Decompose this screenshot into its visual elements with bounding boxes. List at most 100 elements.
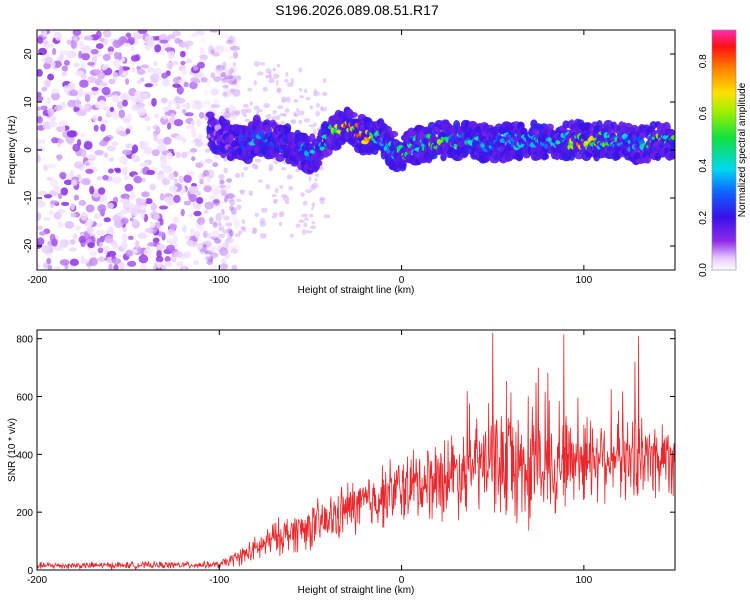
noise-blob (175, 151, 181, 159)
noise-blob (206, 259, 214, 265)
noise-blob (215, 212, 222, 222)
noise-blob (191, 103, 199, 109)
noise-blob (143, 146, 153, 155)
noise-blob (226, 79, 233, 83)
y-tick-label: 10 (23, 96, 34, 108)
noise-blob (119, 198, 129, 204)
noise-blob (91, 86, 99, 91)
colorbar: 0.0 0.2 0.4 0.6 0.8 Normalized spectral ampl… (698, 29, 748, 277)
noise-blob (181, 266, 187, 270)
noise-blob (41, 139, 46, 144)
noise-blob (159, 218, 164, 226)
noise-blob (277, 105, 284, 110)
colorbar-ticks: 0.0 0.2 0.4 0.6 0.8 (698, 54, 709, 277)
noise-blob (284, 200, 290, 205)
noise-blob (49, 115, 57, 122)
noise-blob (196, 242, 206, 252)
noise-blob (216, 46, 226, 55)
noise-blob (81, 52, 91, 61)
noise-blob (248, 190, 253, 197)
noise-blob (86, 226, 94, 235)
noise-blob (108, 263, 113, 270)
noise-blob (211, 229, 220, 238)
noise-blob (162, 115, 168, 120)
noise-blob (37, 237, 45, 246)
ridge-cell (283, 123, 292, 133)
noise-blob (112, 242, 119, 250)
noise-blob (308, 124, 316, 128)
noise-blob (181, 151, 188, 159)
noise-blob (261, 207, 268, 213)
noise-blob (191, 132, 198, 139)
noise-blob (280, 167, 287, 171)
noise-blob (222, 215, 230, 221)
noise-blob (76, 110, 87, 117)
noise-blob (120, 209, 127, 215)
noise-blob (59, 171, 67, 180)
noise-blob (167, 122, 172, 130)
noise-blob (181, 137, 187, 144)
noise-blob (288, 185, 294, 191)
noise-blob (228, 36, 234, 45)
noise-blob (59, 239, 69, 248)
noise-blob (42, 40, 49, 45)
noise-blob (247, 87, 253, 92)
noise-blob (305, 230, 313, 234)
noise-blob (89, 185, 95, 195)
noise-blob (93, 124, 99, 132)
noise-blob (204, 158, 213, 164)
noise-blob (203, 185, 212, 193)
noise-blob (206, 77, 211, 86)
snr-y-ticks: 0 200 400 600 800 (16, 335, 675, 577)
noise-blob (192, 64, 199, 71)
noise-blob (244, 118, 250, 123)
noise-blob (221, 61, 227, 71)
noise-blob (222, 229, 230, 234)
noise-blob (127, 235, 134, 240)
noise-blob (228, 198, 235, 204)
noise-blob (280, 193, 288, 199)
noise-blob (72, 233, 78, 240)
noise-blob (40, 105, 48, 111)
noise-blob (37, 153, 41, 163)
noise-blob (169, 223, 178, 230)
noise-blob (108, 225, 114, 235)
noise-blob (225, 184, 232, 189)
noise-blob (232, 219, 242, 225)
x-tick-label: -100 (209, 275, 229, 286)
noise-blob (107, 46, 115, 53)
noise-blob (37, 111, 41, 117)
noise-blob (106, 145, 116, 152)
noise-blob (164, 260, 173, 267)
noise-blob (147, 66, 154, 73)
noise-blob (201, 173, 207, 178)
noise-blob (111, 258, 122, 265)
noise-blob (239, 189, 245, 195)
noise-blob (214, 67, 220, 73)
noise-blob (193, 210, 202, 217)
noise-blob (188, 185, 199, 194)
noise-blob (225, 186, 231, 194)
y-tick-label: 200 (16, 508, 33, 519)
noise-blob (69, 89, 78, 97)
noise-blob (253, 105, 260, 111)
noise-blob (259, 62, 266, 66)
noise-blob (259, 217, 266, 224)
noise-blob (211, 202, 218, 209)
noise-blob (185, 43, 190, 50)
noise-blob (202, 246, 209, 255)
noise-blob (97, 256, 106, 262)
noise-blob (132, 248, 138, 254)
noise-blob (268, 77, 275, 84)
noise-blob (127, 112, 132, 122)
noise-blob (155, 255, 164, 263)
noise-blob (211, 184, 219, 191)
noise-blob (197, 216, 205, 226)
noise-blob (161, 178, 171, 186)
noise-blob (154, 44, 162, 53)
noise-blob (308, 213, 314, 218)
noise-blob (188, 193, 197, 203)
noise-blob (229, 245, 238, 254)
noise-blob (313, 128, 317, 135)
noise-blob (51, 88, 60, 94)
